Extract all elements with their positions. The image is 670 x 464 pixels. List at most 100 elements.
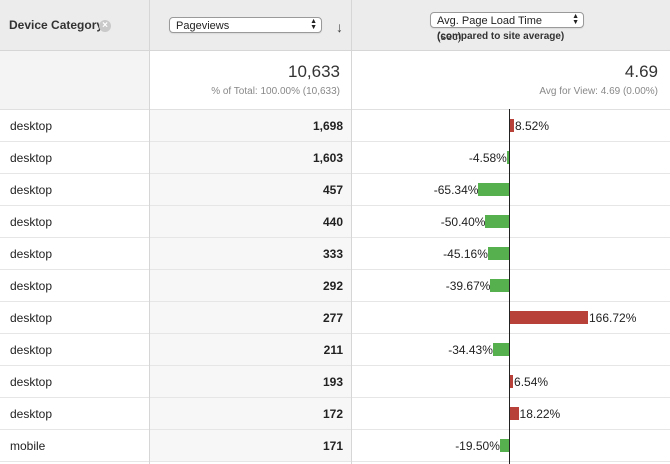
column-divider	[149, 0, 150, 464]
comparison-bar	[492, 343, 509, 356]
comparison-cell: -19.50%	[352, 430, 670, 461]
comparison-percent: -4.58%	[468, 151, 507, 165]
table-row[interactable]: desktop 440 -50.40%	[0, 206, 670, 238]
comparison-percent: 166.72%	[589, 311, 637, 325]
pageviews-cell: 211	[150, 334, 351, 365]
table-row[interactable]: desktop 1,698 8.52%	[0, 110, 670, 142]
device-category-value[interactable]: desktop	[10, 311, 53, 325]
comparison-cell: 18.22%	[352, 398, 670, 429]
pageviews-value: 193	[322, 375, 343, 389]
comparison-percent: -39.67%	[445, 279, 491, 293]
comparison-bar	[510, 407, 519, 420]
device-cell: desktop	[0, 366, 149, 397]
pageviews-cell: 193	[150, 366, 351, 397]
pageviews-value: 457	[322, 183, 343, 197]
device-category-value[interactable]: desktop	[10, 375, 53, 389]
pageviews-cell: 171	[150, 430, 351, 461]
compare-metric-select[interactable]: Avg. Page Load Time (sec) ▲ ▼	[430, 12, 584, 43]
pageviews-value: 211	[323, 343, 343, 357]
pageviews-cell: 1,603	[150, 142, 351, 173]
pageviews-value: 333	[322, 247, 343, 261]
comparison-percent: -65.34%	[433, 183, 479, 197]
load-time-avg-for-view: Avg for View: 4.69 (0.00%)	[539, 86, 658, 97]
table-row[interactable]: desktop 193 6.54%	[0, 366, 670, 398]
summary-pageviews-cell: 10,633 % of Total: 100.00% (10,633)	[150, 51, 351, 109]
pageviews-percent-total: % of Total: 100.00% (10,633)	[211, 86, 340, 97]
comparison-bar	[487, 247, 509, 260]
pageviews-value: 171	[322, 439, 343, 453]
pageviews-cell: 1,698	[150, 110, 351, 141]
device-cell: desktop	[0, 398, 149, 429]
device-category-value[interactable]: desktop	[10, 407, 53, 421]
pageviews-cell: 172	[150, 398, 351, 429]
pageviews-cell: 292	[150, 270, 351, 301]
metric-select[interactable]: Pageviews ▲ ▼	[169, 17, 322, 33]
comparison-cell: -39.67%	[352, 270, 670, 301]
comparison-cell: 166.72%	[352, 302, 670, 333]
load-time-average: 4.69	[624, 62, 658, 81]
comparison-percent: -19.50%	[455, 439, 500, 453]
device-category-value[interactable]: desktop	[10, 119, 53, 133]
comparison-bar	[490, 279, 509, 292]
comparison-bar	[506, 151, 509, 164]
arrow-down-icon[interactable]: ↓	[336, 19, 343, 35]
device-category-value[interactable]: desktop	[10, 151, 53, 165]
device-cell: desktop	[0, 334, 149, 365]
pageviews-value: 277	[322, 311, 343, 325]
table-row[interactable]: desktop 172 18.22%	[0, 398, 670, 430]
pageviews-value: 1,698	[312, 119, 343, 133]
device-cell: desktop	[0, 110, 149, 141]
table-row[interactable]: desktop 1,603 -4.58%	[0, 142, 670, 174]
comparison-percent: 18.22%	[519, 407, 561, 421]
comparison-cell: -34.43%	[352, 334, 670, 365]
comparison-bar	[499, 439, 509, 452]
comparison-cell: -45.16%	[352, 238, 670, 269]
device-cell: desktop	[0, 174, 149, 205]
comparison-cell: 8.52%	[352, 110, 670, 141]
close-icon[interactable]: ×	[99, 20, 111, 32]
device-category-value[interactable]: desktop	[10, 183, 53, 197]
device-category-value[interactable]: desktop	[10, 247, 53, 261]
table-row[interactable]: desktop 211 -34.43%	[0, 334, 670, 366]
comparison-bar	[510, 119, 514, 132]
pageviews-value: 440	[322, 215, 343, 229]
pageviews-value: 172	[322, 407, 343, 421]
comparison-cell: 6.54%	[352, 366, 670, 397]
select-arrows-icon: ▲ ▼	[572, 13, 579, 26]
table-row[interactable]: mobile 171 -19.50%	[0, 430, 670, 462]
pageviews-cell: 457	[150, 174, 351, 205]
comparison-cell: -50.40%	[352, 206, 670, 237]
table-row[interactable]: desktop 292 -39.67%	[0, 270, 670, 302]
comparison-percent: 8.52%	[514, 119, 550, 133]
device-cell: mobile	[0, 430, 149, 461]
device-category-value[interactable]: mobile	[10, 439, 46, 453]
summary-load-cell: 4.69 Avg for View: 4.69 (0.00%)	[352, 51, 670, 109]
dimension-header[interactable]: Device Category	[9, 18, 104, 32]
comparison-bar	[510, 311, 588, 324]
table-header: Device Category × Pageviews ▲ ▼ ↓ Avg. Pa…	[0, 0, 670, 51]
select-arrows-icon: ▲ ▼	[310, 18, 317, 31]
metric-select-value: Pageviews	[176, 20, 230, 32]
comparison-bar	[510, 375, 514, 388]
comparison-bar	[485, 215, 509, 228]
pageviews-value: 292	[322, 279, 343, 293]
pageviews-cell: 277	[150, 302, 351, 333]
comparison-cell: -4.58%	[352, 142, 670, 173]
table-row[interactable]: desktop 277 166.72%	[0, 302, 670, 334]
comparison-percent: 6.54%	[514, 375, 549, 389]
device-category-value[interactable]: desktop	[10, 279, 53, 293]
device-cell: desktop	[0, 270, 149, 301]
device-category-value[interactable]: desktop	[10, 215, 53, 229]
pageviews-cell: 333	[150, 238, 351, 269]
table-row[interactable]: desktop 457 -65.34%	[0, 174, 670, 206]
compare-select-value: Avg. Page Load Time (sec)	[437, 15, 542, 43]
device-category-value[interactable]: desktop	[10, 343, 53, 357]
pageviews-total: 10,633	[288, 62, 340, 81]
device-cell: desktop	[0, 238, 149, 269]
comparison-percent: -50.40%	[440, 215, 486, 229]
comparison-percent: -45.16%	[443, 247, 488, 261]
table-row[interactable]: desktop 333 -45.16%	[0, 238, 670, 270]
comparison-bar	[478, 183, 509, 196]
device-cell: desktop	[0, 206, 149, 237]
